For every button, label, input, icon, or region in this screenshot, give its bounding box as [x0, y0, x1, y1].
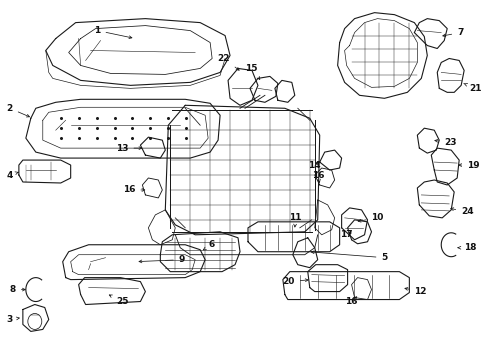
Text: 9: 9 — [139, 255, 185, 264]
Text: 25: 25 — [109, 295, 128, 306]
Text: 1: 1 — [94, 26, 132, 39]
Text: 3: 3 — [7, 315, 19, 324]
Text: 13: 13 — [116, 144, 142, 153]
Text: 6: 6 — [203, 240, 215, 250]
Text: 23: 23 — [435, 138, 457, 147]
Text: 22: 22 — [218, 54, 239, 70]
Text: 2: 2 — [7, 104, 29, 117]
Text: 16: 16 — [312, 171, 324, 183]
Text: 21: 21 — [464, 84, 482, 93]
Text: 24: 24 — [451, 207, 474, 216]
Text: 17: 17 — [340, 230, 352, 239]
Text: 12: 12 — [405, 287, 427, 296]
Text: 10: 10 — [358, 213, 384, 222]
Text: 14: 14 — [308, 161, 320, 170]
Text: 16: 16 — [344, 297, 357, 306]
Text: 19: 19 — [459, 161, 480, 170]
Text: 11: 11 — [289, 213, 302, 227]
Text: 4: 4 — [6, 171, 19, 180]
Text: 5: 5 — [311, 251, 388, 262]
Text: 20: 20 — [282, 277, 308, 286]
Text: 15: 15 — [245, 64, 260, 80]
Text: 8: 8 — [10, 285, 25, 294]
Text: 18: 18 — [458, 243, 477, 252]
Text: 16: 16 — [123, 185, 145, 194]
Text: 7: 7 — [443, 28, 464, 37]
